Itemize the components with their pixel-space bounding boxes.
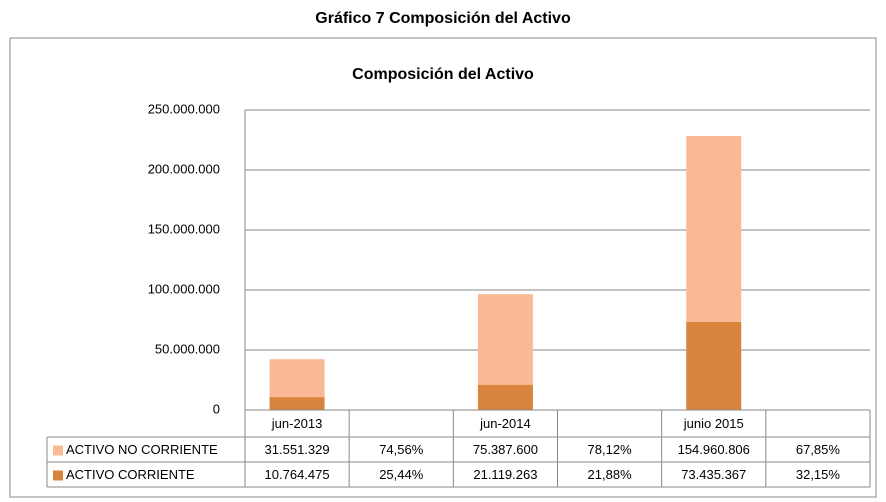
bar <box>269 359 325 398</box>
bar <box>477 294 533 385</box>
legend-swatch <box>53 445 63 456</box>
table-value: 154.960.806 <box>678 442 750 457</box>
legend-label: ACTIVO CORRIENTE <box>66 467 195 482</box>
bar <box>686 135 742 322</box>
table-value: 78,12% <box>588 442 633 457</box>
y-tick-label: 150.000.000 <box>148 221 220 236</box>
chart-title: Composición del Activo <box>352 66 534 83</box>
table-value: 73.435.367 <box>681 467 746 482</box>
x-tick-label: jun-2014 <box>479 416 531 431</box>
table-value: 21,88% <box>588 467 633 482</box>
legend-swatch <box>53 470 63 481</box>
bar <box>686 321 742 410</box>
y-tick-label: 250.000.000 <box>148 101 220 116</box>
table-value: 67,85% <box>796 442 841 457</box>
x-tick-label: jun-2013 <box>271 416 323 431</box>
legend-label: ACTIVO NO CORRIENTE <box>66 442 218 457</box>
figure-title: Gráfico 7 Composición del Activo <box>315 10 571 27</box>
table-value: 75.387.600 <box>473 442 538 457</box>
y-tick-label: 100.000.000 <box>148 281 220 296</box>
table-value: 31.551.329 <box>265 442 330 457</box>
y-tick-label: 50.000.000 <box>155 341 220 356</box>
table-value: 21.119.263 <box>473 467 537 482</box>
chart-frame <box>9 37 877 498</box>
bar <box>269 397 325 410</box>
y-tick-label: 0 <box>213 401 220 416</box>
x-tick-label: junio 2015 <box>683 416 744 431</box>
table-value: 25,44% <box>379 467 424 482</box>
y-tick-label: 200.000.000 <box>148 161 220 176</box>
bar <box>477 384 533 410</box>
table-value: 74,56% <box>379 442 424 457</box>
table-value: 10.764.475 <box>265 467 330 482</box>
table-value: 32,15% <box>796 467 841 482</box>
